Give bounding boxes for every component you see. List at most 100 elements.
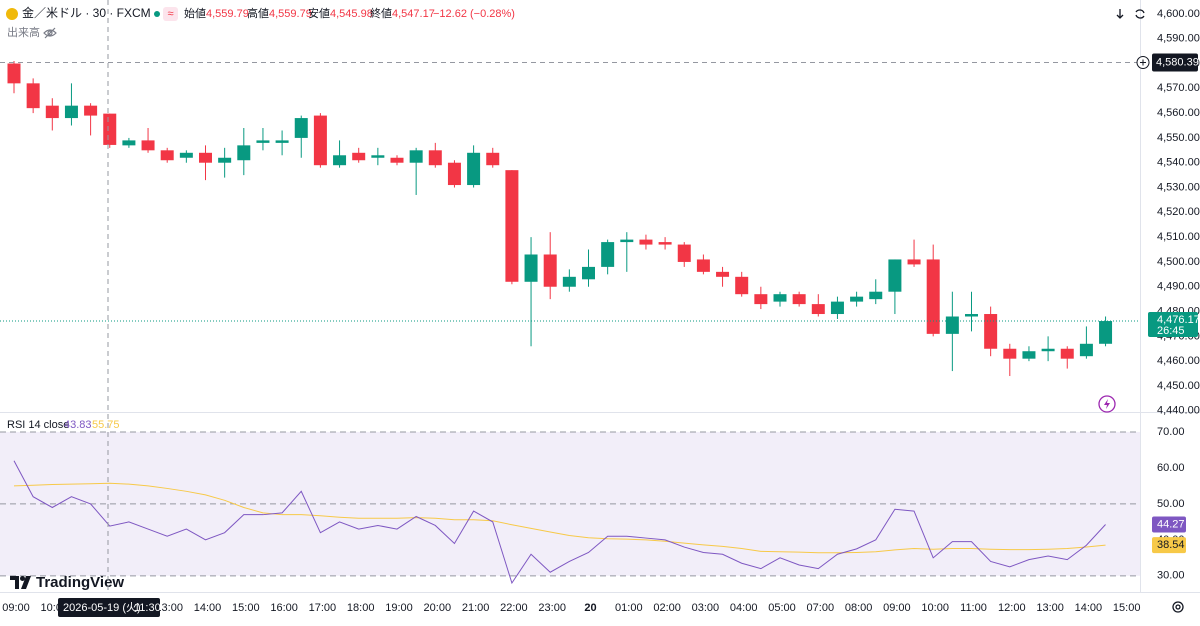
add-alert-plus bbox=[1140, 59, 1146, 66]
change: −12.62 (−0.28%) bbox=[433, 8, 515, 20]
candle-body bbox=[735, 276, 749, 295]
last-value-label: 38.54 bbox=[1157, 539, 1185, 551]
crosshair-price-label: 4,580.39 bbox=[1156, 56, 1199, 68]
settings-icon[interactable] bbox=[1172, 601, 1184, 613]
y-tick-label: 4,600.00 bbox=[1157, 8, 1200, 20]
symbol-icon bbox=[6, 8, 18, 20]
last-value-box bbox=[1152, 537, 1186, 554]
low-value: 4,545.98 bbox=[330, 8, 373, 20]
candle-body bbox=[486, 152, 500, 166]
y-tick-label: 4,540.00 bbox=[1157, 157, 1200, 169]
symbol[interactable]: 金／米ドル · 30 · FXCM bbox=[22, 5, 151, 20]
y-tick-label: 4,590.00 bbox=[1157, 33, 1200, 45]
candle-body bbox=[409, 150, 423, 163]
low-label: 安値 bbox=[308, 6, 330, 20]
high-value: 4,559.79 bbox=[269, 8, 312, 20]
panes bbox=[0, 0, 1200, 593]
y-tick-label: 4,500.00 bbox=[1157, 256, 1200, 268]
y-tick-label: 70.00 bbox=[1157, 426, 1185, 438]
y-tick-label: 4,550.00 bbox=[1157, 132, 1200, 144]
eye-icon[interactable] bbox=[43, 27, 57, 39]
candle-body bbox=[160, 150, 174, 161]
candle-body bbox=[505, 170, 519, 282]
candle-body bbox=[754, 294, 768, 305]
candle-body bbox=[888, 259, 902, 292]
crosshair-date: 2026-05-19 (火) bbox=[63, 602, 141, 614]
crosshair-price-box bbox=[1152, 53, 1198, 72]
candle-body bbox=[677, 244, 691, 262]
y-tick-label: 4,560.00 bbox=[1157, 107, 1200, 119]
candle-body bbox=[447, 162, 461, 186]
y-tick-label: 4,440.00 bbox=[1157, 405, 1200, 417]
rsi-ma-value: 55.75 bbox=[92, 419, 120, 431]
x-tick-label: 17:00 bbox=[309, 602, 337, 614]
x-tick-label: 23:00 bbox=[538, 602, 566, 614]
candle-body bbox=[7, 63, 21, 84]
candle-body bbox=[199, 152, 212, 163]
candle-body bbox=[218, 157, 232, 163]
candle-body bbox=[1099, 321, 1113, 344]
candle-body bbox=[601, 242, 615, 267]
candle-body bbox=[64, 105, 78, 119]
candle-body bbox=[45, 105, 59, 119]
high-label: 高値 bbox=[247, 6, 269, 20]
x-tick-label: 01:00 bbox=[615, 602, 643, 614]
brand-logo bbox=[10, 576, 31, 589]
candle-body bbox=[122, 140, 136, 146]
last-value-box bbox=[1152, 516, 1186, 533]
x-tick-label: 07:00 bbox=[807, 602, 835, 614]
candle-body bbox=[620, 239, 634, 243]
countdown: 26:45 bbox=[1157, 325, 1185, 337]
x-tick-label: 18:00 bbox=[347, 602, 375, 614]
candle-body bbox=[582, 266, 595, 280]
candle-body bbox=[352, 152, 366, 161]
candle-body bbox=[850, 296, 864, 302]
x-tick-label: 20 bbox=[584, 602, 596, 614]
x-tick-label: 11:00 bbox=[960, 602, 987, 614]
x-tick-label: 15:00 bbox=[232, 602, 260, 614]
candle-body bbox=[26, 83, 40, 109]
badge: ≈ bbox=[167, 8, 173, 20]
x-tick-label: 03:00 bbox=[692, 602, 720, 614]
y-tick-label: 4,520.00 bbox=[1157, 206, 1200, 218]
y-tick-label: 50.00 bbox=[1157, 498, 1185, 510]
candle-body bbox=[141, 140, 155, 151]
candle-body bbox=[524, 254, 538, 282]
x-tick-label: 09:00 bbox=[2, 602, 30, 614]
x-tick-label: 21:00 bbox=[462, 602, 490, 614]
y-tick-label: 4,490.00 bbox=[1157, 281, 1200, 293]
candle-body bbox=[84, 105, 98, 116]
candle-body bbox=[869, 291, 883, 300]
candle-body bbox=[1003, 348, 1017, 359]
x-tick-label: 14:00 bbox=[194, 602, 222, 614]
candle-body bbox=[371, 155, 385, 158]
candle-body bbox=[294, 118, 308, 138]
candle-body bbox=[716, 271, 730, 277]
y-tick-label: 4,460.00 bbox=[1157, 355, 1200, 367]
candle-body bbox=[792, 294, 806, 305]
x-tick-label: 08:00 bbox=[845, 602, 873, 614]
open-label: 始値 bbox=[184, 6, 206, 20]
candle-body bbox=[1079, 343, 1093, 357]
x-tick-label: 05:00 bbox=[768, 602, 796, 614]
last-price-label: 4,476.17 bbox=[1157, 314, 1200, 326]
alert-icon[interactable] bbox=[1098, 395, 1116, 413]
candle-body bbox=[275, 140, 289, 143]
y-tick-label: 30.00 bbox=[1157, 570, 1185, 582]
candle-body bbox=[811, 304, 825, 315]
rsi-line bbox=[13, 460, 1106, 585]
x-tick-label: 02:00 bbox=[653, 602, 681, 614]
candle-body bbox=[1022, 351, 1036, 359]
candle-body bbox=[333, 155, 347, 166]
candle-body bbox=[313, 115, 327, 166]
x-tick-label: 09:00 bbox=[883, 602, 911, 614]
x-tick-label: 14:00 bbox=[1075, 602, 1103, 614]
candle-body bbox=[984, 314, 998, 349]
refresh-icon[interactable] bbox=[1135, 9, 1145, 19]
volume-label[interactable]: 出来高 bbox=[7, 25, 40, 39]
x-tick-label: 16:00 bbox=[270, 602, 298, 614]
last-value-label: 44.27 bbox=[1157, 518, 1185, 530]
close-value: 4,547.17 bbox=[392, 8, 435, 20]
y-tick-label: 60.00 bbox=[1157, 462, 1185, 474]
download-icon[interactable] bbox=[1116, 9, 1124, 19]
